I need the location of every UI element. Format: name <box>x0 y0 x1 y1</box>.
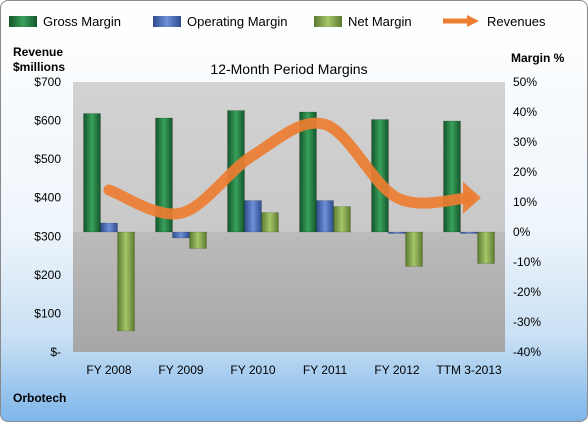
bar-net-margin-2 <box>261 212 279 233</box>
y-left-tick-label-3: $300 <box>34 229 61 243</box>
bar-gross-margin-3 <box>299 111 317 233</box>
revenue-line <box>103 117 475 220</box>
legend-net-margin-swatch <box>314 15 342 27</box>
bar-gross-margin-0 <box>83 113 101 233</box>
legend-gross-margin-label: Gross Margin <box>43 13 122 29</box>
bar-gross-margin-5 <box>443 120 461 233</box>
bar-net-margin-4 <box>405 231 423 267</box>
revenue-line-group <box>103 117 481 220</box>
y-right-tick-label-3: -10% <box>513 255 541 269</box>
y-left-tick-label-1: $100 <box>34 306 61 320</box>
y-left-tick-label-5: $500 <box>34 152 61 166</box>
legend-operating-margin-swatch <box>153 15 181 27</box>
chart-title: 12-Month Period Margins <box>210 61 367 77</box>
y-right-tick-label-1: -30% <box>513 315 541 329</box>
bar-net-margin-5 <box>477 231 495 264</box>
bar-net-margin-3 <box>333 206 351 233</box>
company-name: Orbotech <box>13 391 67 405</box>
y-right-tick-label-8: 40% <box>513 105 537 119</box>
y-axis-right-title: Margin % <box>511 51 565 65</box>
legend-net-margin: Net Margin <box>314 13 412 29</box>
legend-revenues: Revenues <box>441 13 546 29</box>
bar-operating-margin-3 <box>316 200 334 233</box>
y-right-tick-label-9: 50% <box>513 75 537 89</box>
legend-net-margin-label: Net Margin <box>348 13 412 29</box>
bar-operating-margin-4 <box>388 231 406 234</box>
y-axis-left-ticks: $- $100 $200 $300 $400 $500 $600 $700 <box>34 75 61 359</box>
bar-operating-margin-0 <box>100 222 118 233</box>
y-right-tick-label-7: 30% <box>513 135 537 149</box>
y-right-tick-label-2: -20% <box>513 285 541 299</box>
y-left-tick-label-2: $200 <box>34 268 61 282</box>
y-right-tick-label-0: -40% <box>513 345 541 359</box>
x-tick-label-3: FY 2011 <box>303 363 348 377</box>
legend-revenues-label: Revenues <box>487 13 546 29</box>
bar-net-margin-0 <box>117 231 135 332</box>
x-tick-label-1: FY 2009 <box>158 363 203 377</box>
legend-gross-margin-swatch <box>9 15 37 27</box>
x-tick-label-2: FY 2010 <box>230 363 275 377</box>
x-tick-label-4: FY 2012 <box>374 363 419 377</box>
bar-operating-margin-1 <box>172 231 190 239</box>
y-left-tick-label-7: $700 <box>34 75 61 89</box>
legend-operating-margin: Operating Margin <box>153 13 287 29</box>
legend-operating-margin-label: Operating Margin <box>187 13 288 29</box>
legend-gross-margin: Gross Margin <box>9 13 121 29</box>
bar-net-margin-1 <box>189 231 207 249</box>
y-axis-right-ticks: -40% -30% -20% -10% 0% 10% 20% 30% 40% 50% <box>513 75 541 359</box>
revenue-arrow-head <box>463 181 481 214</box>
y-right-tick-label-4: 0% <box>513 225 531 239</box>
bar-operating-margin-5 <box>460 231 478 234</box>
legend-revenues-arrow-icon <box>443 15 479 27</box>
y-left-tick-label-6: $600 <box>34 114 61 128</box>
bars-group <box>83 110 495 332</box>
y-axis-left-title: Revenue $millions <box>13 45 66 74</box>
y-right-tick-label-6: 20% <box>513 165 537 179</box>
x-axis-ticks: FY 2008 FY 2009 FY 2010 FY 2011 FY 2012 TTM 3… <box>86 363 502 377</box>
bar-gross-margin-1 <box>155 117 173 233</box>
y-left-tick-label-0: $- <box>50 345 61 359</box>
x-tick-label-5: TTM 3-2013 <box>436 363 502 377</box>
y-left-tick-label-4: $400 <box>34 191 61 205</box>
x-tick-label-0: FY 2008 <box>86 363 131 377</box>
bar-operating-margin-2 <box>244 200 262 233</box>
y-right-tick-label-5: 10% <box>513 195 537 209</box>
